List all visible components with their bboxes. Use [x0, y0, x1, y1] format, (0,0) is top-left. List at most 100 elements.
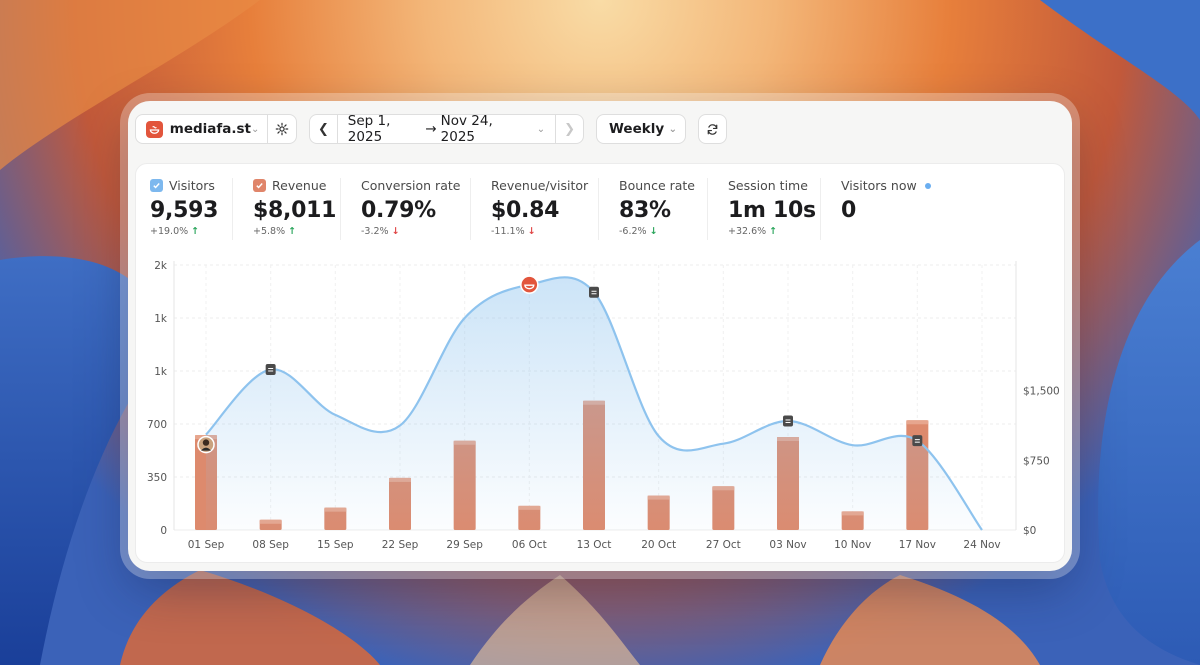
y-left-tick-label: 0: [160, 525, 167, 537]
refresh-button[interactable]: [698, 114, 727, 144]
metric-change: +5.8%: [253, 226, 286, 237]
x-tick-label: 15 Sep: [317, 539, 354, 551]
metric-value: $0.84: [491, 198, 560, 223]
x-tick-label: 24 Nov: [963, 539, 1000, 551]
x-tick-label: 03 Nov: [769, 539, 806, 551]
visitors-area: [206, 277, 982, 530]
arrow-up-icon: ↑: [288, 226, 297, 237]
x-tick-label: 08 Sep: [252, 539, 289, 551]
divider: [820, 178, 821, 240]
note-icon[interactable]: [265, 363, 276, 375]
arrow-down-icon: ↓: [391, 226, 400, 237]
y-right-tick-label: $750: [1023, 455, 1050, 467]
metric-value: 0.79%: [361, 198, 436, 223]
metric-session-time: Session time 1m 10s +32.6% ↑: [728, 178, 816, 237]
metric-label: Session time: [728, 178, 808, 193]
divider: [555, 114, 557, 144]
metric-change: -6.2%: [619, 226, 647, 237]
divider: [232, 178, 233, 240]
metric-revenue[interactable]: Revenue $8,011 +5.8% ↑: [253, 178, 336, 237]
divider: [267, 114, 269, 144]
note-icon[interactable]: [589, 286, 599, 298]
stats-card: Visitors 9,593 +19.0% ↑ Revenue $8,011 +5…: [135, 163, 1065, 563]
divider: [707, 178, 708, 240]
note-icon[interactable]: [912, 435, 923, 447]
metric-label: Visitors: [169, 178, 215, 193]
visitors-revenue-chart: 0 350 700 1k 1k 2k $0 $750 $1,500 01 Sep 08 Sep 15 …: [147, 260, 1060, 551]
chevron-down-icon: ⌄: [536, 123, 546, 135]
arrow-down-icon: ↓: [649, 226, 658, 237]
metric-conversion-rate: Conversion rate 0.79% -3.2% ↓: [361, 178, 460, 237]
x-tick-label: 29 Sep: [446, 539, 483, 551]
arrow-up-icon: ↑: [769, 226, 778, 237]
chevron-down-icon: ⌄: [668, 123, 677, 135]
metric-value: 9,593: [150, 198, 219, 223]
revenue-bar-cap: [906, 420, 929, 425]
metric-label: Bounce rate: [619, 178, 695, 193]
date-range-picker: ❮ Sep 1, 2025 → Nov 24, 2025 ⌄ ❯: [309, 113, 584, 145]
chevron-down-icon: ⌄: [251, 123, 260, 135]
site-name: mediafa.st: [169, 121, 251, 137]
x-tick-label: 27 Oct: [706, 539, 741, 551]
chevron-left-icon: ❮: [317, 121, 329, 137]
chevron-right-icon: ❯: [564, 121, 575, 137]
x-tick-label: 20 Oct: [641, 539, 676, 551]
y-right-tick-label: $1,500: [1023, 386, 1060, 398]
y-left-tick-label: 350: [147, 472, 167, 484]
divider: [470, 178, 471, 240]
metric-visitors-now: Visitors now 0: [841, 178, 931, 223]
x-tick-label: 13 Oct: [577, 539, 612, 551]
arrow-up-icon: ↑: [191, 226, 200, 237]
date-arrow: →: [425, 121, 437, 137]
x-tick-label: 06 Oct: [512, 539, 547, 551]
site-selector[interactable]: mediafa.st ⌄: [135, 114, 297, 144]
metric-value: $8,011: [253, 198, 337, 223]
metric-label: Revenue/visitor: [491, 178, 589, 193]
y-left-tick-label: 1k: [154, 366, 168, 378]
metric-value: 83%: [619, 198, 671, 223]
avatar-icon[interactable]: [197, 435, 215, 454]
next-period-button[interactable]: ❯: [556, 115, 583, 143]
date-end: Nov 24, 2025: [440, 113, 493, 145]
divider: [340, 178, 341, 240]
interval-select[interactable]: Weekly ⌄: [596, 114, 686, 144]
analytics-window: mediafa.st ⌄ ❮ Sep 1, 2025 → Nov 24, 202…: [128, 101, 1072, 571]
y-left-tick-label: 2k: [154, 260, 168, 272]
metric-change: +32.6%: [728, 226, 767, 237]
metric-visitors[interactable]: Visitors 9,593 +19.0% ↑: [150, 178, 218, 237]
divider: [336, 114, 338, 144]
y-left-tick-label: 1k: [154, 313, 168, 325]
metric-label: Conversion rate: [361, 178, 461, 193]
toolbar: mediafa.st ⌄ ❮ Sep 1, 2025 → Nov 24, 202…: [128, 101, 1072, 163]
divider: [598, 178, 599, 240]
metric-label: Visitors now: [841, 178, 917, 193]
settings-button[interactable]: [268, 115, 296, 143]
metric-change: -3.2%: [361, 226, 389, 237]
x-tick-label: 17 Nov: [899, 539, 936, 551]
metric-value: 1m 10s: [728, 198, 816, 223]
x-tick-label: 22 Sep: [382, 539, 419, 551]
mediafast-logo-icon[interactable]: [520, 275, 539, 294]
refresh-icon: [707, 123, 718, 135]
arrow-down-icon: ↓: [527, 226, 536, 237]
x-tick-label: 10 Nov: [834, 539, 871, 551]
previous-period-button[interactable]: ❮: [310, 115, 337, 143]
note-icon[interactable]: [783, 415, 793, 427]
metric-change: -11.1%: [491, 226, 525, 237]
metric-change: +19.0%: [150, 226, 189, 237]
y-right-tick-label: $0: [1023, 525, 1036, 537]
checkbox-icon[interactable]: [150, 179, 163, 192]
gear-icon: [275, 122, 289, 136]
metric-label: Revenue: [272, 178, 327, 193]
date-range-button[interactable]: Sep 1, 2025 → Nov 24, 2025 ⌄: [338, 113, 555, 145]
metric-revenue-per-visitor: Revenue/visitor $0.84 -11.1% ↓: [491, 178, 588, 237]
metric-value: 0: [841, 198, 857, 223]
metric-bounce-rate: Bounce rate 83% -6.2% ↓: [619, 178, 695, 237]
checkbox-icon[interactable]: [253, 179, 266, 192]
live-indicator-icon: [924, 182, 931, 189]
y-left-tick-label: 700: [147, 419, 167, 431]
interval-value: Weekly: [609, 121, 665, 137]
mediafast-logo-icon: [146, 120, 163, 138]
date-start: Sep 1, 2025: [347, 113, 391, 145]
x-tick-label: 01 Sep: [188, 539, 225, 551]
